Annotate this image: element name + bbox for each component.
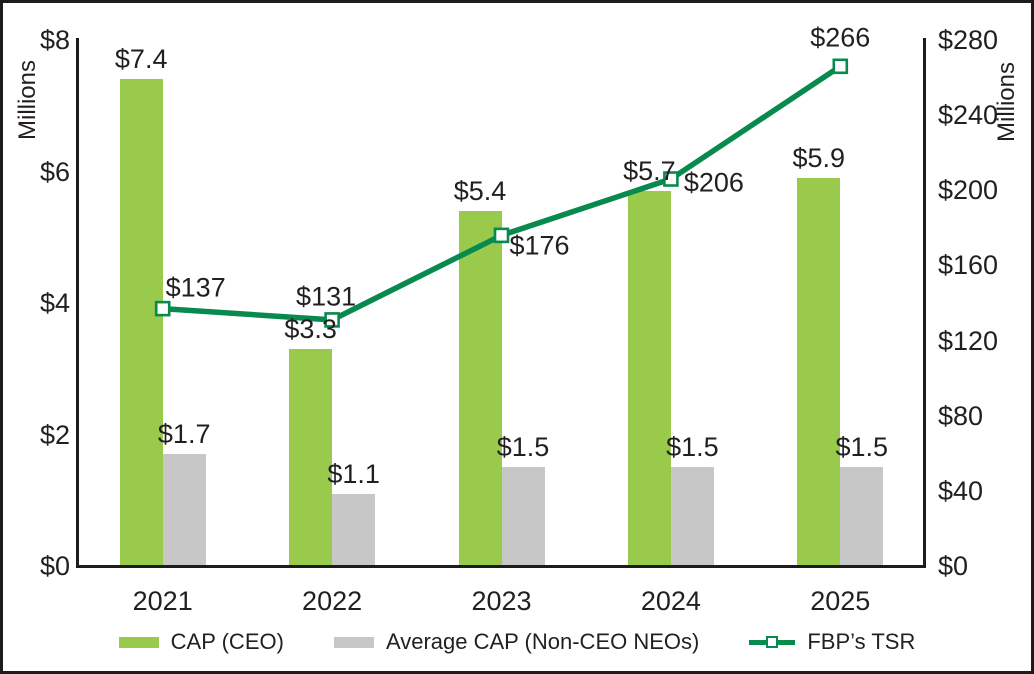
avg-cap-neo-bar (332, 493, 376, 566)
right-axis-tick-label: $280 (938, 25, 999, 55)
legend-item: CAP (CEO) (118, 629, 284, 654)
avg-cap-neo-bar (162, 454, 206, 566)
tsr-value-label: $206 (683, 167, 744, 198)
bar-value-label: $5.7 (623, 156, 676, 187)
left-axis-tick-label: $4 (39, 288, 70, 318)
right-axis-tick-label: $0 (938, 551, 969, 581)
x-axis-category-label: 2025 (810, 586, 871, 616)
right-axis-tick-label: $200 (938, 175, 999, 206)
cap-ceo-bar (289, 349, 333, 566)
left-axis-tick-label: $6 (39, 156, 70, 187)
right-axis-line (923, 38, 926, 568)
tsr-legend-marker (766, 636, 779, 648)
avg-cap-neo-bar (840, 467, 884, 566)
left-axis-tick-label: $0 (39, 551, 70, 581)
left-axis-tick-label: $8 (39, 25, 70, 55)
cap-ceo-bar (627, 191, 671, 566)
cap-ceo-bar (797, 178, 841, 566)
right-axis-tick-label: $40 (938, 475, 984, 506)
x-axis-category-label: 2021 (132, 586, 193, 616)
cap-ceo-legend-swatch (118, 636, 159, 648)
bar-value-label: $1.5 (496, 432, 550, 463)
bar-value-label: $5.4 (453, 175, 507, 206)
tsr-value-label: $137 (165, 272, 226, 303)
legend-label: CAP (CEO) (170, 629, 284, 654)
right-axis-tick-label: $120 (938, 325, 999, 356)
tsr-data-point-marker (832, 58, 849, 75)
avg-cap-neo-legend-swatch (333, 636, 374, 648)
bar-value-label: $1.7 (157, 419, 211, 450)
legend-item: FBP’s TSR (749, 630, 915, 654)
left-axis-tick-label: $2 (39, 419, 70, 450)
x-axis-category-label: 2022 (302, 586, 363, 616)
avg-cap-neo-bar (670, 467, 714, 566)
right-axis-tick-label: $80 (938, 400, 984, 431)
bar-value-label: $7.4 (114, 44, 168, 75)
legend-label: FBP’s TSR (807, 629, 916, 654)
legend-label: Average CAP (Non-CEO NEOs) (385, 629, 700, 654)
bar-value-label: $1.5 (666, 432, 719, 463)
left-axis-title: Millions (14, 59, 41, 141)
legend: CAP (CEO) Average CAP (Non-CEO NEOs) FBP’s… (0, 630, 1034, 654)
bar-value-label: $5.9 (792, 143, 846, 174)
cap-ceo-bar (458, 210, 502, 566)
x-axis-category-label: 2024 (640, 586, 701, 616)
bar-value-label: $1.5 (835, 432, 889, 463)
cap-ceo-bar (119, 79, 163, 566)
right-axis-tick-label: $160 (938, 250, 999, 281)
left-axis-line (76, 38, 79, 568)
tsr-legend-swatch (749, 635, 796, 649)
tsr-value-label: $266 (810, 22, 871, 53)
tsr-value-label: $131 (296, 281, 357, 312)
legend-item: Average CAP (Non-CEO NEOs) (333, 629, 700, 654)
bar-value-label: $3.3 (284, 314, 337, 345)
x-axis-category-label: 2023 (471, 586, 532, 616)
tsr-value-label: $176 (509, 230, 570, 261)
right-axis-tick-label: $240 (938, 100, 999, 131)
x-axis-line (76, 565, 926, 568)
bar-value-label: $1.1 (327, 458, 380, 489)
avg-cap-neo-bar (501, 467, 545, 566)
